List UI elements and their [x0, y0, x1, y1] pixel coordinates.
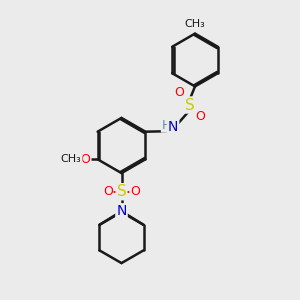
- Text: O: O: [81, 153, 91, 166]
- Text: O: O: [174, 86, 184, 100]
- Text: N: N: [168, 120, 178, 134]
- Text: O: O: [195, 110, 205, 123]
- Text: CH₃: CH₃: [61, 154, 82, 164]
- Text: O: O: [130, 185, 140, 198]
- Text: S: S: [117, 184, 126, 199]
- Text: CH₃: CH₃: [184, 19, 206, 29]
- Text: H: H: [162, 118, 171, 132]
- Text: S: S: [185, 98, 194, 112]
- Text: N: N: [116, 204, 127, 218]
- Text: O: O: [103, 185, 112, 198]
